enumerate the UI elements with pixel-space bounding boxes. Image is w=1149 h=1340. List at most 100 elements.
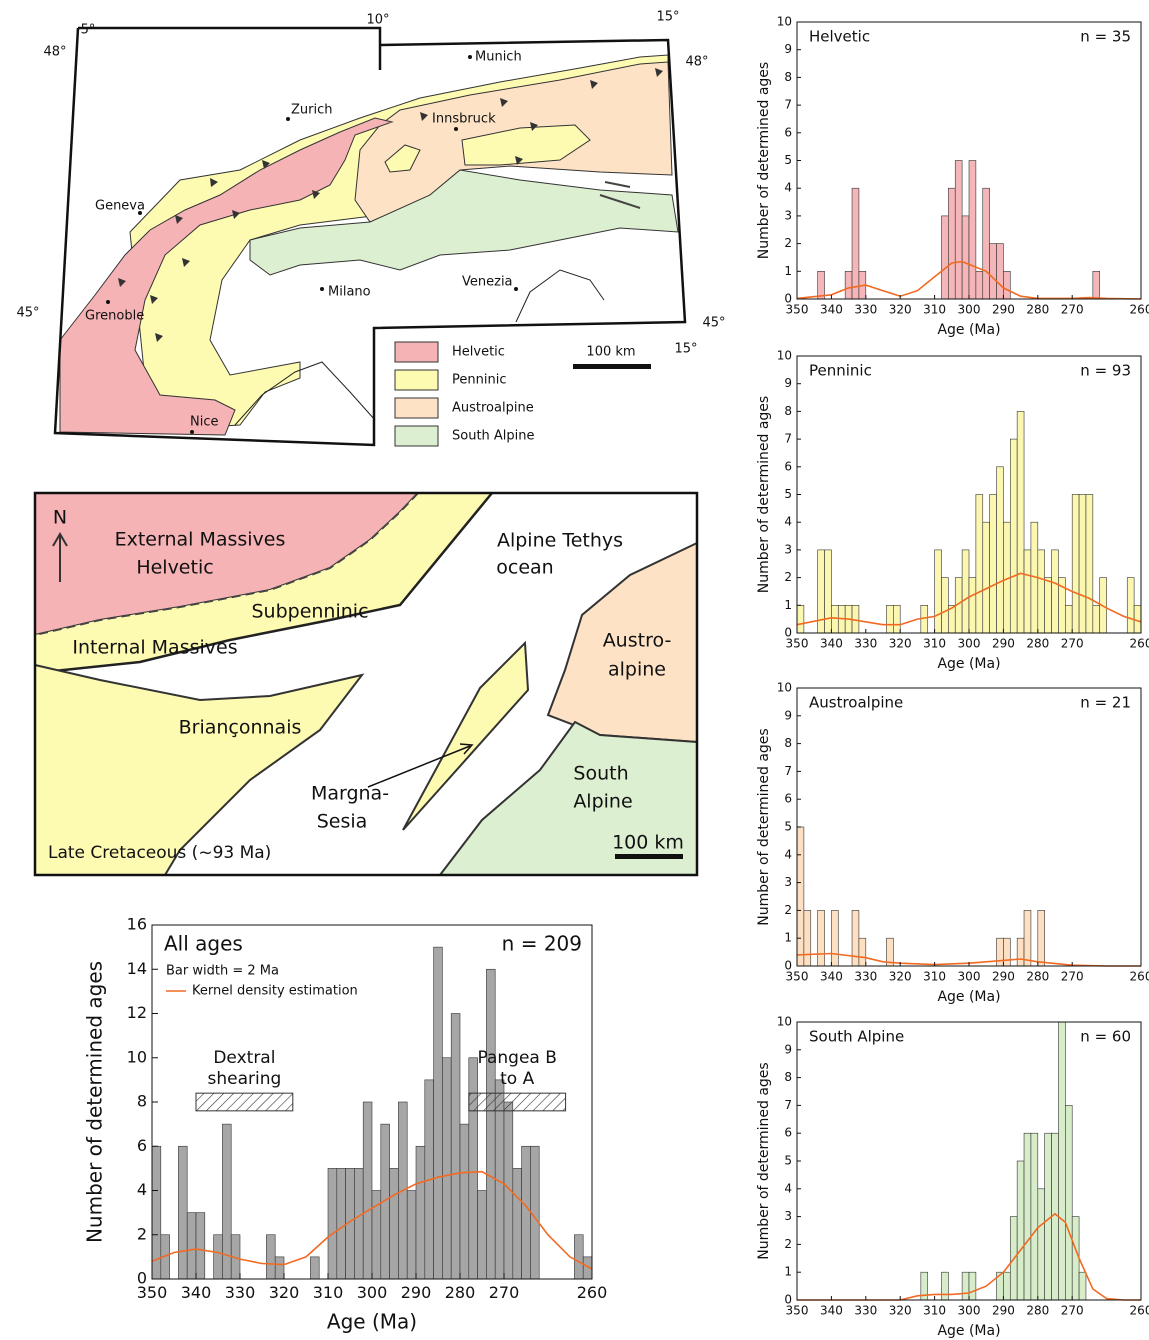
annotation-label: shearing (208, 1069, 282, 1089)
area-label: External Massives (115, 529, 286, 551)
bar (434, 947, 443, 1279)
y-tick-label: 3 (784, 542, 792, 556)
coordinate-label: 48° (43, 45, 66, 60)
legend-label: Penninic (452, 373, 506, 388)
coordinate-label: 10° (366, 13, 389, 28)
x-tick-label: 340 (181, 1283, 212, 1302)
legend-swatch (395, 426, 438, 446)
y-tick-label: 3 (784, 1209, 792, 1223)
x-tick-label: 340 (820, 969, 843, 983)
x-tick-label: 270 (1061, 969, 1084, 983)
chart-title: Penninic (809, 362, 872, 380)
bar (1072, 495, 1079, 634)
x-tick-label: 310 (923, 636, 946, 650)
bar (852, 188, 859, 299)
bar (460, 1124, 469, 1279)
legend-label: South Alpine (452, 429, 535, 444)
bar (354, 1168, 363, 1279)
bar (997, 244, 1004, 299)
bar (1024, 910, 1031, 966)
y-tick-label: 10 (127, 1047, 147, 1066)
annotation-label: Pangea B (477, 1048, 556, 1068)
y-tick-label: 7 (784, 432, 792, 446)
x-tick-label: 300 (357, 1283, 388, 1302)
y-tick-label: 1 (784, 264, 792, 278)
bar (1031, 1133, 1038, 1300)
map: 5° 10° 15° 48° 48° 45° 45° 15° Munich Zu… (16, 10, 725, 447)
y-tick-label: 2 (784, 1237, 792, 1251)
page: {"map": {"coordinates": ["5°", "10°", "1… (0, 0, 1149, 1340)
bar (1079, 1272, 1086, 1300)
y-tick-label: 8 (137, 1092, 147, 1111)
bar (363, 1102, 372, 1279)
x-axis-label: Age (Ma) (937, 322, 1000, 338)
x-tick-label: 260 (1130, 636, 1149, 650)
city-label: Grenoble (85, 309, 144, 324)
x-tick-label: 330 (225, 1283, 256, 1302)
bar (337, 1168, 346, 1279)
scale-bar (615, 854, 683, 859)
bar (1058, 1022, 1065, 1300)
bar (1024, 1133, 1031, 1300)
bar (845, 271, 852, 299)
bar (416, 1146, 425, 1279)
scale-label: 100 km (612, 832, 684, 854)
y-tick-label: 4 (784, 847, 792, 861)
bar (1017, 1161, 1024, 1300)
y-tick-label: 4 (784, 181, 792, 195)
bar (969, 1272, 976, 1300)
bar (983, 188, 990, 299)
y-tick-label: 9 (784, 708, 792, 722)
bar (1065, 605, 1072, 633)
bar (941, 578, 948, 633)
bar (1003, 1272, 1010, 1300)
coordinate-label: 5° (81, 23, 96, 38)
coordinate-label: 15° (656, 10, 679, 25)
bar (948, 188, 955, 299)
bar (513, 1168, 522, 1279)
x-tick-label: 330 (854, 302, 877, 316)
x-tick-label: 270 (1061, 302, 1084, 316)
x-tick-label: 260 (1130, 1303, 1149, 1317)
legend-label: Helvetic (452, 345, 505, 360)
bar (1045, 578, 1052, 633)
y-tick-label: 3 (784, 875, 792, 889)
y-tick-label: 4 (137, 1180, 147, 1199)
bar (818, 910, 825, 966)
bar (486, 969, 495, 1279)
y-tick-label: 6 (784, 459, 792, 473)
y-tick-label: 7 (784, 98, 792, 112)
age-label: Late Cretaceous (~93 Ma) (48, 843, 271, 863)
bar (997, 938, 1004, 966)
area-label: Subpenninic (251, 601, 368, 623)
y-tick-label: 14 (127, 959, 147, 978)
x-tick-label: 300 (958, 636, 981, 650)
x-axis-label: Age (Ma) (327, 1310, 417, 1334)
coordinate-label: 45° (16, 306, 39, 321)
bar (797, 605, 804, 633)
y-tick-label: 7 (784, 764, 792, 778)
bar (962, 1272, 969, 1300)
bar (997, 467, 1004, 633)
y-tick-label: 5 (784, 487, 792, 501)
chart-title: South Alpine (809, 1028, 904, 1046)
coordinate-label: 48° (685, 55, 708, 70)
area-label: Sesia (317, 811, 368, 833)
legend-swatch (395, 370, 438, 390)
area-label: Alpine Tethys (497, 530, 623, 552)
x-tick-label: 330 (854, 969, 877, 983)
y-tick-label: 8 (784, 70, 792, 84)
bar (983, 522, 990, 633)
x-axis-label: Age (Ma) (937, 989, 1000, 1005)
city-label: Munich (475, 50, 522, 65)
sample-size: n = 209 (502, 932, 582, 956)
bar (1052, 550, 1059, 633)
x-tick-label: 330 (854, 1303, 877, 1317)
y-tick-label: 9 (784, 1042, 792, 1056)
y-tick-label: 0 (784, 292, 792, 306)
bar (1079, 495, 1086, 634)
bar (955, 161, 962, 300)
x-axis-label: Age (Ma) (937, 656, 1000, 672)
chart-title: Austroalpine (809, 694, 903, 712)
bar (831, 605, 838, 633)
